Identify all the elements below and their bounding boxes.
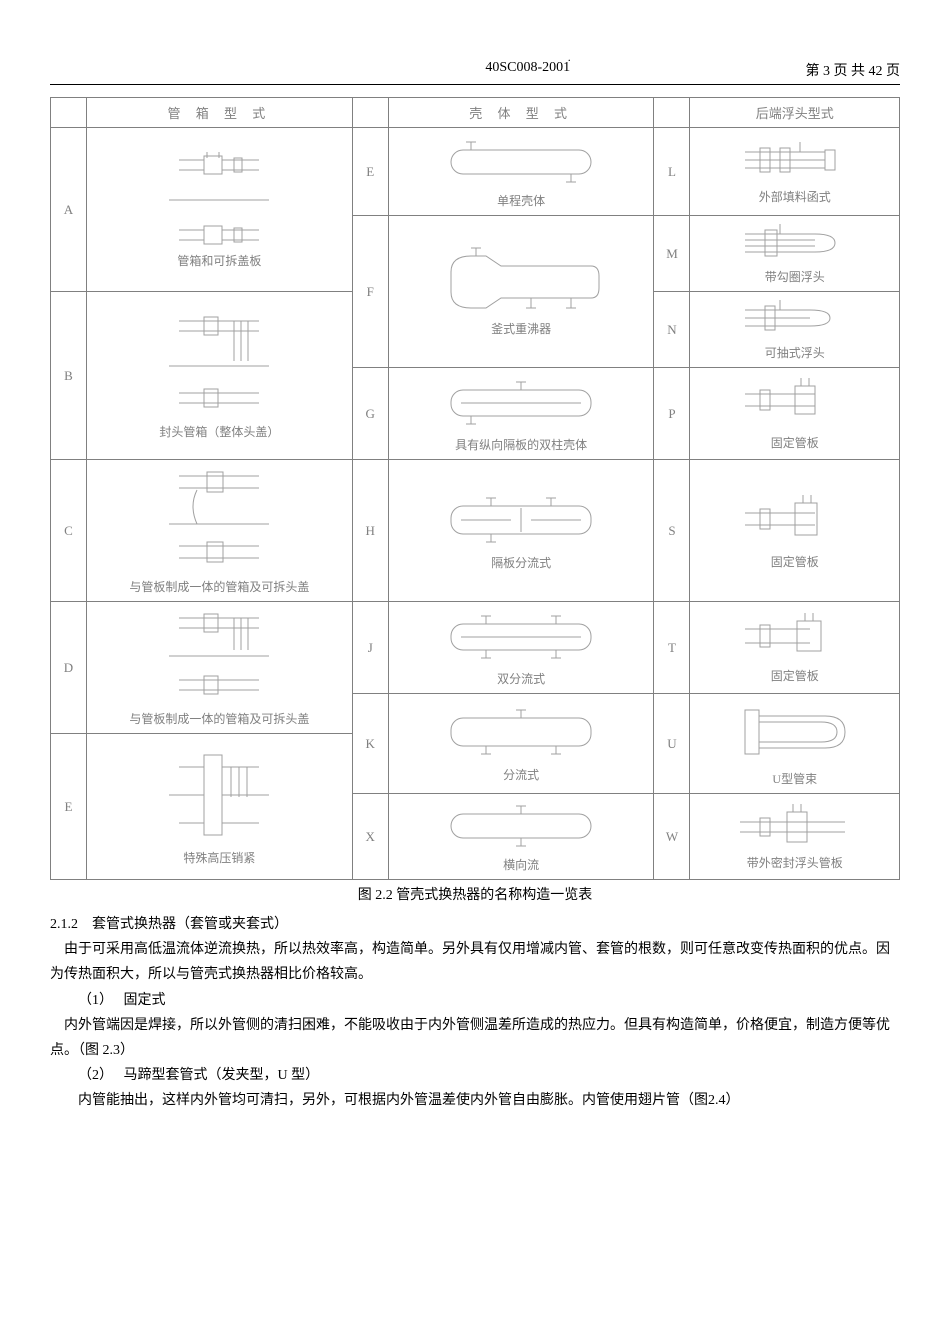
- label-K: 分流式: [393, 766, 650, 783]
- exchanger-type-table: 管 箱 型 式 壳 体 型 式 后端浮头型式 A 管箱和可拆盖板: [50, 97, 900, 880]
- type-code-W: W: [654, 794, 690, 880]
- type-code-B: B: [51, 292, 87, 460]
- type-code-M: M: [654, 216, 690, 292]
- type-code-S: S: [654, 460, 690, 602]
- diagram-T: [725, 611, 865, 665]
- diagram-X: [431, 800, 611, 854]
- diagram-D: [149, 608, 289, 708]
- col-header-rear: 后端浮头型式: [690, 98, 900, 128]
- label-H: 隔板分流式: [393, 554, 650, 571]
- diagram-E-front: [149, 747, 289, 847]
- type-code-H: H: [352, 460, 388, 602]
- diagram-M: [725, 222, 865, 266]
- type-code-T: T: [654, 602, 690, 694]
- label-C: 与管板制成一体的管箱及可拆头盖: [91, 578, 348, 595]
- diagram-K: [431, 704, 611, 764]
- type-code-U: U: [654, 694, 690, 794]
- label-N: 可抽式浮头: [694, 344, 895, 361]
- doc-number: . 40SC008-2001: [250, 60, 806, 80]
- label-D: 与管板制成一体的管箱及可拆头盖: [91, 710, 348, 727]
- page-indicator: 第 3 页 共 42 页: [806, 60, 901, 80]
- type-code-J: J: [352, 602, 388, 694]
- label-G: 具有纵向隔板的双柱壳体: [393, 436, 650, 453]
- col-header-front: 管 箱 型 式: [87, 98, 353, 128]
- diagram-W: [725, 802, 865, 852]
- col-header-shell: 壳 体 型 式: [388, 98, 654, 128]
- page-header: . 40SC008-2001 第 3 页 共 42 页: [50, 60, 900, 85]
- label-U: U型管束: [694, 770, 895, 787]
- label-S: 固定管板: [694, 553, 895, 570]
- type-code-E-front: E: [51, 734, 87, 880]
- type-code-F: F: [352, 216, 388, 368]
- type-code-L: L: [654, 128, 690, 216]
- type-code-P: P: [654, 368, 690, 460]
- label-E-shell: 单程壳体: [393, 192, 650, 209]
- diagram-S: [725, 491, 865, 551]
- figure-caption: 图 2.2 管壳式换热器的名称构造一览表: [50, 884, 900, 904]
- diagram-U: [725, 700, 865, 768]
- type-code-A: A: [51, 128, 87, 292]
- paragraph-2: 内外管端因是焊接，所以外管侧的清扫困难，不能吸收由于内外管侧温差所造成的热应力。…: [50, 1013, 900, 1063]
- section-heading: 2.1.2 套管式换热器（套管或夹套式）: [50, 912, 900, 937]
- label-J: 双分流式: [393, 670, 650, 687]
- type-code-G: G: [352, 368, 388, 460]
- type-code-D: D: [51, 602, 87, 734]
- paragraph-1: 由于可采用高低温流体逆流换热，所以热效率高，构造简单。另外具有仅用增减内管、套管…: [50, 937, 900, 987]
- label-A: 管箱和可拆盖板: [91, 252, 348, 269]
- label-B: 封头管箱（整体头盖）: [91, 423, 348, 440]
- subsection-2: （2） 马蹄型套管式（发夹型，U 型）: [50, 1063, 900, 1088]
- type-code-K: K: [352, 694, 388, 794]
- label-W: 带外密封浮头管板: [694, 854, 895, 871]
- diagram-P: [725, 376, 865, 432]
- diagram-L: [725, 138, 865, 186]
- paragraph-3: 内管能抽出，这样内外管均可清扫，另外，可根据内外管温差使内外管自由膨胀。内管使用…: [50, 1088, 900, 1113]
- diagram-H: [431, 490, 611, 552]
- section-number: 2.1.2: [50, 917, 78, 932]
- diagram-A: [149, 150, 289, 250]
- diagram-B: [149, 311, 289, 421]
- diagram-G: [431, 374, 611, 434]
- label-E-front: 特殊高压销紧: [91, 849, 348, 866]
- type-code-N: N: [654, 292, 690, 368]
- diagram-E-shell: [431, 134, 611, 190]
- diagram-F: [431, 246, 611, 318]
- label-P: 固定管板: [694, 434, 895, 451]
- label-X: 横向流: [393, 856, 650, 873]
- label-T: 固定管板: [694, 667, 895, 684]
- type-code-E-shell: E: [352, 128, 388, 216]
- diagram-J: [431, 608, 611, 668]
- diagram-N: [725, 298, 865, 342]
- type-code-X: X: [352, 794, 388, 880]
- label-M: 带勾圈浮头: [694, 268, 895, 285]
- diagram-C: [149, 466, 289, 576]
- subsection-1: （1） 固定式: [50, 988, 900, 1013]
- section-title: 套管式换热器（套管或夹套式）: [92, 917, 288, 932]
- label-F: 釜式重沸器: [393, 320, 650, 337]
- label-L: 外部填料函式: [694, 188, 895, 205]
- type-code-C: C: [51, 460, 87, 602]
